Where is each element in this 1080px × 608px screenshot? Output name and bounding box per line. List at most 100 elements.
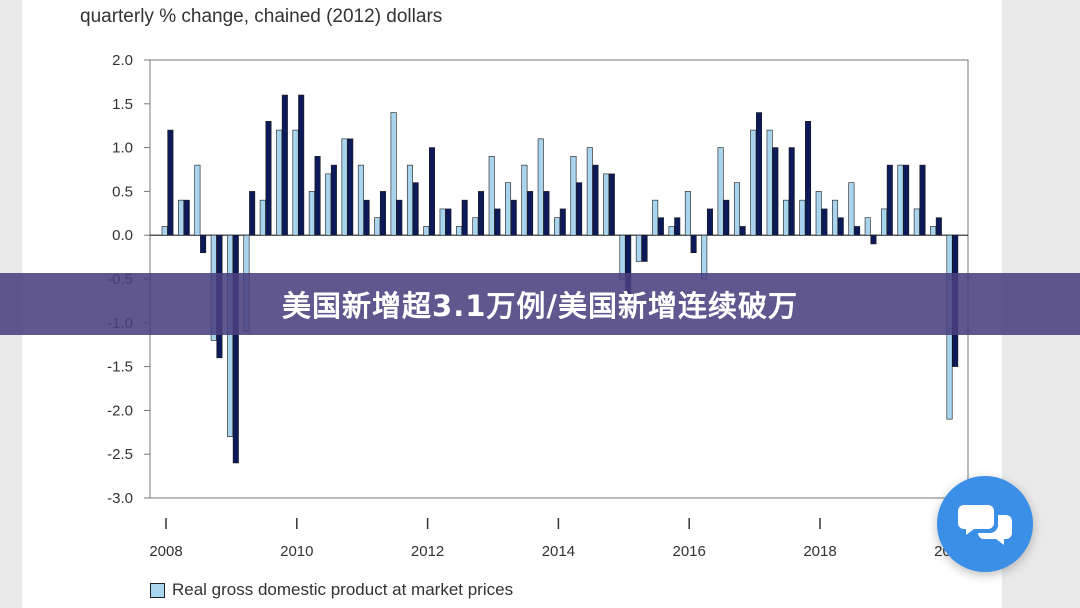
headline-banner: 美国新增超3.1万例/美国新增连续破万 — [0, 273, 1080, 335]
x-tick-label: 2012 — [411, 543, 444, 560]
bar-gdp — [684, 191, 691, 236]
bar-series-2 — [200, 234, 207, 254]
bar-series-2 — [690, 234, 697, 254]
bar-series-2 — [249, 191, 256, 236]
bar-gdp — [799, 199, 806, 236]
bar-series-2 — [527, 191, 534, 236]
y-tick-label: -3.0 — [107, 490, 133, 507]
bar-series-2 — [706, 208, 713, 236]
bar-gdp — [815, 191, 822, 236]
bar-gdp — [603, 173, 610, 236]
bar-gdp — [488, 156, 495, 236]
bar-gdp — [472, 217, 479, 236]
bar-gdp — [439, 208, 446, 236]
legend-label: Real gross domestic product at market pr… — [172, 580, 514, 599]
bar-series-2 — [821, 208, 828, 236]
bar-series-2 — [167, 129, 174, 236]
bar-gdp — [178, 199, 185, 236]
bar-gdp — [406, 164, 413, 236]
bar-gdp — [276, 129, 283, 236]
bar-gdp — [505, 182, 512, 236]
bar-gdp — [227, 234, 234, 437]
bar-series-2 — [886, 164, 893, 236]
bar-gdp — [325, 173, 332, 236]
y-tick-label: 0.5 — [112, 183, 133, 200]
bar-gdp — [652, 199, 659, 236]
bar-series-2 — [314, 156, 321, 236]
bar-series-2 — [935, 217, 942, 236]
bar-series-2 — [870, 234, 877, 245]
bar-series-2 — [396, 199, 403, 236]
bar-gdp — [161, 226, 168, 236]
x-axis: 2008201020122014201620182020 — [149, 518, 967, 560]
unit-label: quarterly % change, chained (2012) dolla… — [80, 6, 443, 27]
bar-gdp — [782, 199, 789, 236]
chat-button[interactable] — [937, 476, 1033, 572]
bar-gdp — [668, 226, 675, 236]
bar-series-2 — [592, 164, 599, 236]
bar-gdp — [194, 164, 201, 236]
bar-gdp — [864, 217, 871, 236]
bar-series-2 — [330, 164, 337, 236]
bar-gdp — [832, 199, 839, 236]
bar-gdp — [635, 234, 642, 262]
legend: Real gross domestic product at market pr… — [150, 580, 513, 600]
bar-gdp — [374, 217, 381, 236]
bar-series-2 — [183, 199, 190, 236]
bar-gdp — [292, 129, 299, 236]
bar-gdp — [881, 208, 888, 236]
bar-series-2 — [788, 147, 795, 236]
legend-swatch — [150, 582, 165, 598]
bar-series-2 — [608, 173, 615, 236]
bar-series-2 — [772, 147, 779, 236]
bar-series-2 — [461, 199, 468, 236]
y-tick-label: 1.0 — [112, 140, 133, 157]
bar-series-2 — [657, 217, 664, 236]
bar-gdp — [455, 226, 462, 236]
x-tick-label: 2016 — [673, 543, 706, 560]
bar-series-2 — [412, 182, 419, 236]
bar-series-2 — [576, 182, 583, 236]
bar-series-2 — [265, 121, 272, 236]
bar-series-2 — [641, 234, 648, 262]
bar-gdp — [390, 112, 397, 236]
bar-gdp — [554, 217, 561, 236]
bar-series-2 — [232, 234, 239, 464]
bar-gdp — [766, 129, 773, 236]
bar-series-2 — [478, 191, 485, 236]
bar-series-2 — [919, 164, 926, 236]
bar-series-2 — [379, 191, 386, 236]
chat-bubbles-icon — [958, 505, 1012, 545]
bar-gdp — [586, 147, 593, 236]
bar-gdp — [357, 164, 364, 236]
bar-series-2 — [723, 199, 730, 236]
bar-gdp — [570, 156, 577, 236]
bar-gdp — [750, 129, 757, 236]
bar-gdp — [521, 164, 528, 236]
bar-gdp — [930, 226, 937, 236]
headline-text: 美国新增超3.1万例/美国新增连续破万 — [282, 289, 798, 323]
y-tick-label: 2.0 — [112, 52, 133, 69]
bar-gdp — [913, 208, 920, 236]
bar-series-2 — [739, 226, 746, 236]
x-tick-label: 2008 — [149, 543, 182, 560]
y-tick-label: -1.5 — [107, 359, 133, 376]
bar-gdp — [308, 191, 315, 236]
bar-series-2 — [559, 208, 566, 236]
y-tick-label: 0.0 — [112, 227, 133, 244]
x-tick-label: 2018 — [803, 543, 836, 560]
y-tick-label: -2.5 — [107, 446, 133, 463]
bar-series-2 — [755, 112, 762, 236]
bar-series-2 — [854, 226, 861, 236]
bar-series-2 — [363, 199, 370, 236]
bar-series-2 — [428, 147, 435, 236]
bar-series-2 — [837, 217, 844, 236]
bar-series-2 — [510, 199, 517, 236]
bar-gdp — [259, 199, 266, 236]
bar-gdp — [341, 138, 348, 236]
bar-series-2 — [674, 217, 681, 236]
bar-series-2 — [298, 94, 305, 236]
bar-series-2 — [805, 121, 812, 236]
bar-series-2 — [347, 138, 354, 236]
y-tick-label: -2.0 — [107, 402, 133, 419]
